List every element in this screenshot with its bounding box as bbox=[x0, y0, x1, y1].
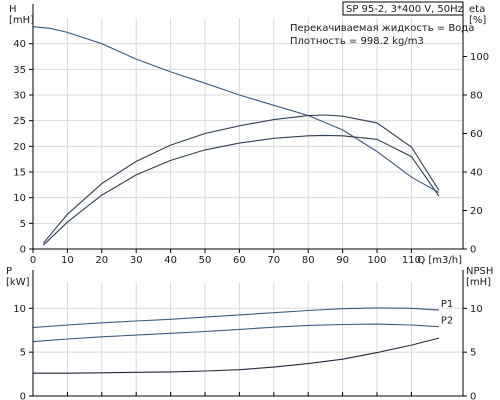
bottom-left-tick-label: 10 bbox=[13, 304, 26, 315]
x-tick-label: 40 bbox=[164, 255, 177, 266]
top-series-0-line bbox=[32, 26, 440, 193]
x-tick-label: 10 bbox=[61, 255, 74, 266]
top-left-tick-label: 10 bbox=[13, 193, 26, 204]
x-tick-label: 100 bbox=[367, 255, 386, 266]
top-series-2-line bbox=[42, 114, 440, 244]
top-y-axis-label-line0: H bbox=[9, 4, 17, 15]
title-box bbox=[342, 1, 464, 16]
bottom-y2-axis-label-line0: NPSH bbox=[466, 266, 493, 277]
top-left-tick-label: 25 bbox=[13, 116, 26, 127]
bottom-right-tick-label: 0 bbox=[470, 392, 476, 400]
bottom-left-tick-label: 0 bbox=[20, 392, 26, 400]
bottom-right-tick-label: 5 bbox=[470, 348, 476, 359]
x-tick-label: 60 bbox=[233, 255, 246, 266]
x-tick-label: 90 bbox=[336, 255, 349, 266]
series-label-p1: P1 bbox=[441, 299, 453, 310]
x-axis-label: Q [m3/h] bbox=[417, 255, 462, 266]
top-y-axis-label-line1: [mH] bbox=[9, 15, 34, 26]
top-left-tick-label: 30 bbox=[13, 91, 26, 102]
top-right-tick-label: 0 bbox=[470, 245, 476, 256]
x-tick-label: 70 bbox=[267, 255, 280, 266]
top-left-tick-label: 40 bbox=[13, 39, 26, 50]
bottom-series-1-line bbox=[32, 323, 439, 343]
bottom-series-2-line bbox=[33, 337, 440, 374]
top-right-tick-label: 60 bbox=[470, 129, 483, 140]
bottom-left-tick-label: 5 bbox=[20, 348, 26, 359]
bottom-right-tick-label: 10 bbox=[470, 304, 483, 315]
top-left-tick-label: 20 bbox=[13, 142, 26, 153]
top-left-tick-label: 15 bbox=[13, 168, 26, 179]
top-left-tick-label: 5 bbox=[20, 219, 26, 230]
x-tick-label: 110 bbox=[402, 255, 421, 266]
top-right-tick-label: 20 bbox=[470, 206, 483, 217]
annotation-0: Перекачиваемая жидкость = Вода bbox=[290, 23, 474, 34]
bottom-y-axis-label-line1: [kW] bbox=[6, 277, 30, 288]
top-series-1-line bbox=[42, 134, 440, 246]
x-tick-label: 20 bbox=[95, 255, 108, 266]
top-y2-axis-label-line0: eta bbox=[469, 4, 485, 15]
bottom-y2-axis-label-line1: [mH] bbox=[466, 277, 491, 288]
top-right-tick-label: 40 bbox=[470, 168, 483, 179]
top-left-tick-label: 0 bbox=[20, 245, 26, 256]
chart-title: SP 95-2, 3*400 V, 50Hz bbox=[346, 4, 463, 15]
bottom-series-0-line bbox=[32, 307, 439, 329]
x-tick-label: 0 bbox=[30, 255, 36, 266]
x-tick-label: 30 bbox=[130, 255, 143, 266]
top-right-tick-label: 100 bbox=[470, 52, 489, 63]
series-label-p2: P2 bbox=[441, 316, 453, 327]
x-tick-label: 80 bbox=[302, 255, 315, 266]
top-right-tick-label: 80 bbox=[470, 91, 483, 102]
bottom-y-axis-label-line0: P bbox=[6, 266, 12, 277]
annotation-1: Плотность = 998.2 kg/m3 bbox=[290, 36, 424, 47]
top-left-tick-label: 35 bbox=[13, 65, 26, 76]
top-y2-axis-label-line1: [%] bbox=[469, 15, 486, 26]
x-tick-label: 50 bbox=[199, 255, 212, 266]
